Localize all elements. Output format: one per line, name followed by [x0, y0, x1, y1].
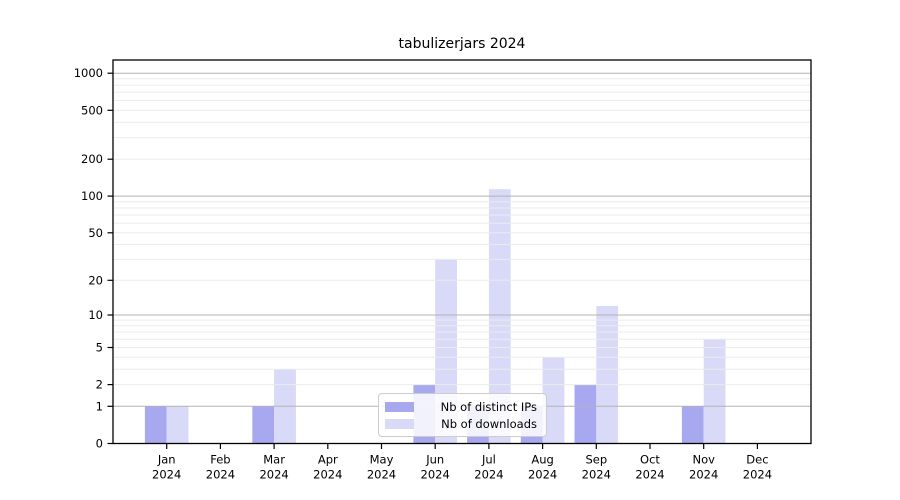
x-tick-label-year: 2024	[635, 468, 664, 482]
y-tick-label: 2	[96, 378, 103, 392]
y-tick-label: 100	[81, 189, 103, 203]
legend-label-distinct-ips: Nb of distinct IPs	[440, 399, 537, 414]
plot-border	[112, 59, 812, 445]
bar-distinct-ips-nov	[681, 406, 704, 444]
x-tick-label-year: 2024	[206, 468, 235, 482]
y-tick-label: 20	[88, 273, 103, 287]
x-tick-label-year: 2024	[582, 468, 611, 482]
bar-downloads-jul	[488, 189, 511, 444]
legend-item-downloads: Nb of downloads	[385, 416, 537, 431]
y-tick-label: 1000	[74, 66, 103, 80]
chart-title: tabulizerjars 2024	[398, 36, 526, 52]
bar-downloads-sep	[596, 306, 619, 444]
y-tick-label: 1	[96, 399, 103, 413]
chart-legend: Nb of distinct IPs Nb of downloads	[378, 393, 547, 437]
x-tick-label-year: 2024	[528, 468, 557, 482]
x-tick-label-month: Oct	[640, 453, 660, 467]
bar-downloads-aug	[542, 357, 565, 444]
x-tick-label-month: Mar	[263, 453, 285, 467]
x-tick-label-month: Aug	[531, 453, 553, 467]
legend-swatch-distinct-ips	[385, 401, 414, 412]
bar-distinct-ips-jan	[144, 406, 167, 444]
x-tick-label-year: 2024	[743, 468, 772, 482]
bar-downloads-nov	[703, 339, 726, 444]
y-tick-label: 200	[81, 152, 103, 166]
y-tick-label: 10	[88, 308, 103, 322]
legend-swatch-downloads	[385, 418, 414, 429]
bar-distinct-ips-sep	[574, 384, 597, 444]
x-tick-label-month: Jun	[425, 453, 444, 467]
x-tick-label-month: Nov	[692, 453, 715, 467]
x-tick-label-month: May	[370, 453, 394, 467]
x-tick-label-month: Jan	[157, 453, 176, 467]
y-tick-label: 0	[96, 437, 103, 451]
x-tick-label-year: 2024	[421, 468, 450, 482]
x-tick-label-year: 2024	[689, 468, 718, 482]
x-tick-label-year: 2024	[367, 468, 396, 482]
x-tick-label-year: 2024	[313, 468, 342, 482]
legend-item-distinct-ips: Nb of distinct IPs	[385, 399, 537, 414]
bar-downloads-jan	[166, 406, 189, 444]
x-tick-label-year: 2024	[474, 468, 503, 482]
legend-label-downloads: Nb of downloads	[441, 416, 537, 431]
bar-distinct-ips-mar	[252, 406, 275, 444]
y-tick-label: 5	[96, 341, 103, 355]
x-tick-label-year: 2024	[259, 468, 288, 482]
x-tick-label-month: Feb	[210, 453, 230, 467]
x-tick-label-month: Dec	[746, 453, 768, 467]
y-tick-label: 50	[88, 226, 103, 240]
x-tick-label-month: Sep	[585, 453, 607, 467]
y-tick-label: 500	[81, 103, 103, 117]
x-tick-label-year: 2024	[152, 468, 181, 482]
x-tick-label-month: Apr	[318, 453, 338, 467]
x-tick-label-month: Jul	[481, 453, 496, 467]
